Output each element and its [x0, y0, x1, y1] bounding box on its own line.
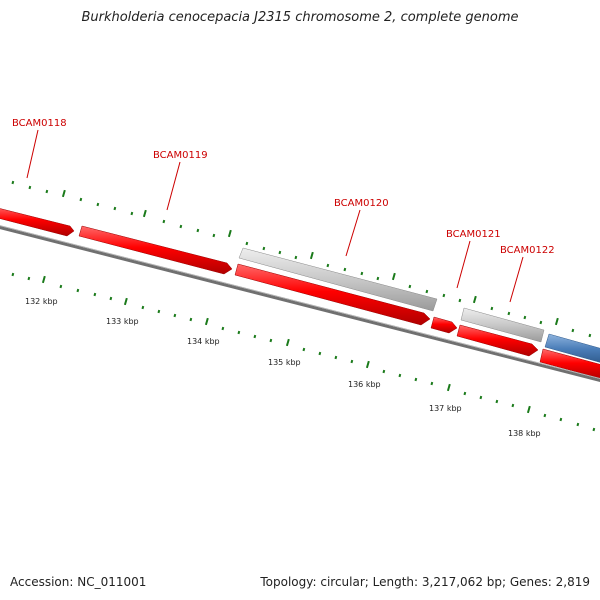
tick-label: 135 kbp — [268, 358, 301, 367]
kbp-labels: 132 kbp 133 kbp 134 kbp 135 kbp 136 kbp … — [25, 297, 541, 438]
gene-label: BCAM0121 — [446, 229, 501, 240]
upper-tick-track — [11, 180, 592, 338]
tick-label: 133 kbp — [106, 317, 139, 326]
gene-bcam0121-bar[interactable] — [430, 316, 458, 334]
gene-bcam0122-forward-bar[interactable] — [456, 324, 539, 357]
tick-label: 134 kbp — [187, 337, 220, 346]
genome-backbone — [0, 226, 600, 382]
gene-bcam0119-bar[interactable] — [78, 225, 233, 275]
tick-label: 138 kbp — [508, 429, 541, 438]
genome-backbone-highlight — [0, 225, 600, 379]
gene-label: BCAM0120 — [334, 198, 389, 209]
gene-bcam0122-bar[interactable] — [460, 307, 545, 343]
tick-label: 136 kbp — [348, 380, 381, 389]
forward-strand-genes — [0, 206, 600, 380]
tick-label: 137 kbp — [429, 404, 462, 413]
reverse-strand-genes — [238, 247, 600, 364]
gene-label: BCAM0122 — [500, 245, 555, 256]
gene-trailing-bar[interactable] — [539, 348, 600, 380]
map-title: Burkholderia cenocepacia J2315 chromosom… — [81, 10, 519, 25]
tick-label: 132 kbp — [25, 297, 58, 306]
gene-leader-lines — [26, 129, 524, 303]
gene-labels: BCAM0118 BCAM0119 BCAM0120 BCAM0121 BCAM… — [12, 118, 555, 256]
gene-bcam0118-bar[interactable] — [0, 206, 75, 237]
gene-bcam0120-forward-bar[interactable] — [234, 263, 431, 326]
gene-blue-bar[interactable] — [544, 333, 600, 364]
accession-text: Accession: NC_011001 — [10, 575, 147, 589]
gene-bcam0120-bar[interactable] — [238, 247, 438, 312]
gene-label: BCAM0119 — [153, 150, 208, 161]
gene-label: BCAM0118 — [12, 118, 67, 129]
lower-tick-track — [11, 272, 596, 432]
genome-summary-text: Topology: circular; Length: 3,217,062 bp… — [260, 575, 590, 589]
